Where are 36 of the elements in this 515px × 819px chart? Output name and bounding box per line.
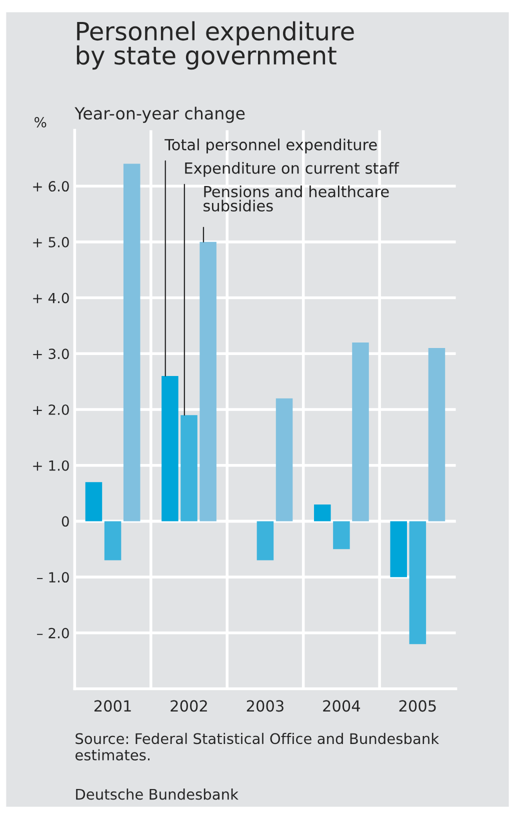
y-tick-label: – 2.0	[37, 628, 69, 638]
bar	[200, 242, 216, 522]
text: Expenditure on current staff	[185, 162, 400, 177]
x-tick-label: 2002	[170, 700, 207, 712]
y-axis-title: %	[34, 117, 46, 128]
chart-title: Personnel expenditure by state government	[76, 21, 354, 70]
bar	[409, 521, 426, 644]
source-note: Source: Federal Statistical Office and Bundesbank estimates.	[75, 732, 440, 760]
bar	[428, 348, 446, 522]
bar	[390, 521, 407, 578]
chart-subtitle: Year-on-year change	[74, 106, 245, 123]
bar	[85, 482, 102, 522]
y-tick-label: + 5.0	[33, 236, 69, 248]
y-tick-label: + 4.0	[33, 292, 69, 304]
y-tick-label: + 3.0	[33, 348, 69, 360]
text: Total personnel expenditure	[164, 138, 377, 154]
x-tick-label: 2003	[246, 700, 284, 712]
bar	[314, 504, 331, 522]
bar	[104, 521, 122, 560]
bar	[256, 521, 274, 560]
x-tick-label: 2001	[94, 700, 131, 712]
y-tick-label: + 2.0	[33, 404, 69, 415]
x-tick-label: 2005	[399, 700, 436, 712]
y-tick-label: + 1.0	[33, 460, 69, 471]
bar	[180, 415, 198, 522]
text: Deutsche Bundesbank	[76, 788, 238, 800]
y-tick-label: + 6.0	[33, 181, 69, 192]
bar	[162, 376, 178, 522]
bar	[333, 521, 350, 550]
x-tick-label: 2004	[323, 700, 360, 712]
series-label: Pensions and healthcare subsidies	[204, 186, 389, 212]
bar	[123, 164, 140, 522]
y-tick-label: – 1.0	[37, 572, 69, 583]
bar	[276, 398, 293, 522]
y-tick-label: 0	[62, 516, 69, 527]
bar	[352, 342, 369, 522]
